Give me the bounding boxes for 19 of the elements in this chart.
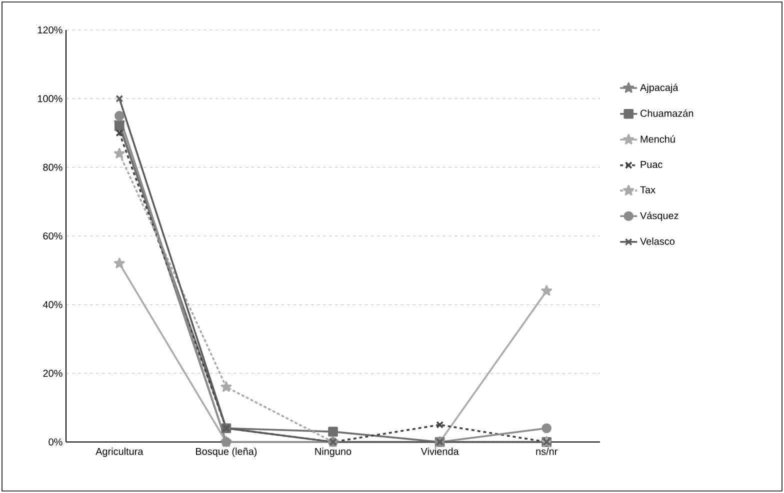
x-tick-label: Agricultura bbox=[96, 448, 144, 457]
legend-label: Vásquez bbox=[640, 212, 678, 222]
legend-label: Chuamazán bbox=[640, 109, 694, 117]
legend-label: Puac bbox=[640, 161, 662, 168]
x-tick-label: ns/nr bbox=[536, 448, 558, 455]
y-tick-label: 100% bbox=[38, 95, 62, 102]
y-tick-label: 120% bbox=[38, 26, 62, 34]
legend-label: Ajpacajá bbox=[640, 84, 678, 94]
legend-label: Tax bbox=[640, 186, 656, 194]
x-tick-label: Ninguno bbox=[315, 448, 352, 457]
legend-label: Velasco bbox=[640, 238, 674, 245]
y-tick-label: 80% bbox=[43, 164, 62, 171]
y-tick-label: 60% bbox=[43, 232, 62, 240]
x-tick-label: Vivienda bbox=[420, 448, 459, 455]
x-tick-label: Bosque (leña) bbox=[196, 448, 257, 457]
legend-label: Menchú bbox=[640, 135, 675, 143]
y-tick-label: 20% bbox=[43, 370, 62, 377]
y-tick-label: 0% bbox=[48, 438, 62, 446]
y-tick-label: 40% bbox=[42, 301, 62, 308]
